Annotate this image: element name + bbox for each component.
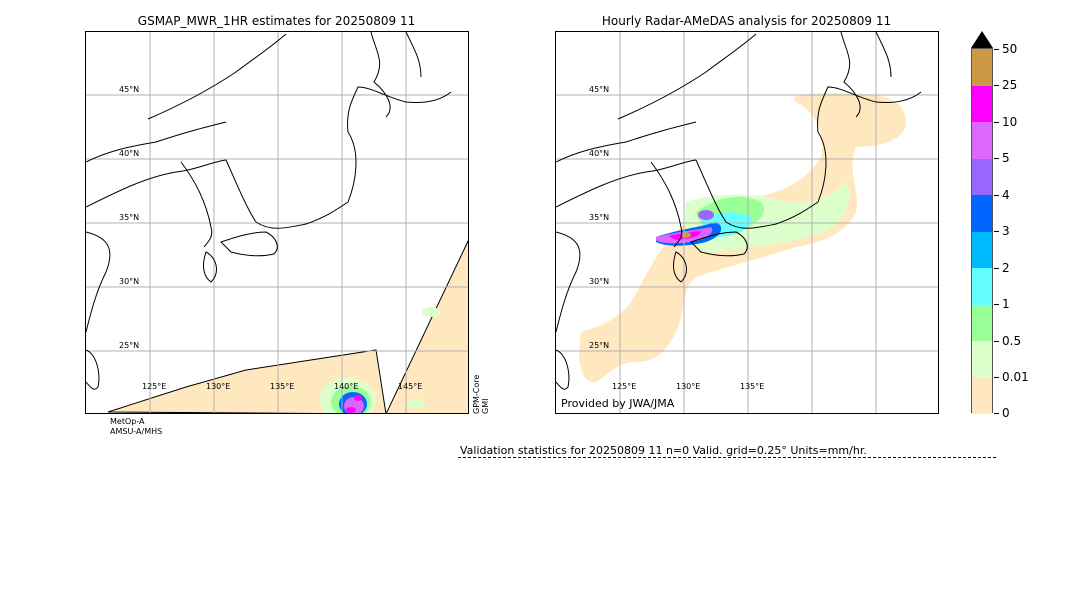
colorbar-tick-5: 5 bbox=[994, 151, 1010, 165]
colorbar-seg-05-1 bbox=[972, 304, 992, 341]
colorbar-extend-arrow bbox=[971, 31, 993, 48]
colorbar-tick-3: 3 bbox=[994, 224, 1010, 238]
right-lat-label-30: 30°N bbox=[589, 277, 610, 286]
left-lat-label-35: 35°N bbox=[119, 213, 140, 222]
colorbar-seg-5-10 bbox=[972, 122, 992, 159]
right-lat-label-40: 40°N bbox=[589, 149, 610, 158]
left-lon-label-140: 140°E bbox=[334, 382, 359, 391]
right-map-title: Hourly Radar-AMeDAS analysis for 2025080… bbox=[601, 14, 892, 28]
right-sensor-label-1: GPM-Core bbox=[472, 374, 481, 414]
left-map-canvas bbox=[86, 32, 468, 413]
colorbar-seg-2-3 bbox=[972, 231, 992, 268]
left-lon-label-145: 145°E bbox=[398, 382, 423, 391]
colorbar bbox=[971, 48, 993, 414]
colorbar-seg-001-05 bbox=[972, 341, 992, 378]
left-map-panel bbox=[85, 31, 469, 414]
validation-divider bbox=[458, 457, 996, 458]
left-lon-label-135: 135°E bbox=[270, 382, 295, 391]
colorbar-tick-0: 0 bbox=[994, 406, 1010, 420]
colorbar-tick-1: 1 bbox=[994, 297, 1010, 311]
colorbar-tick-50: 50 bbox=[994, 42, 1017, 56]
left-sensor-label-1: MetOp-A bbox=[110, 417, 145, 426]
right-lon-label-135: 135°E bbox=[740, 382, 765, 391]
colorbar-seg-4-5 bbox=[972, 158, 992, 195]
colorbar-tick-4: 4 bbox=[994, 188, 1010, 202]
left-sensor-label-2: AMSU-A/MHS bbox=[110, 427, 163, 436]
left-map-title: GSMAP_MWR_1HR estimates for 20250809 11 bbox=[137, 14, 416, 28]
colorbar-seg-0-001 bbox=[972, 377, 992, 414]
left-lat-label-40: 40°N bbox=[119, 149, 140, 158]
right-map-canvas bbox=[556, 32, 938, 413]
colorbar-tick-10: 10 bbox=[994, 115, 1017, 129]
colorbar-seg-10-25 bbox=[972, 85, 992, 122]
colorbar-seg-3-4 bbox=[972, 195, 992, 232]
validation-statistics: Validation statistics for 20250809 11 n=… bbox=[460, 444, 867, 457]
colorbar-tick-25: 25 bbox=[994, 78, 1017, 92]
left-lat-label-25: 25°N bbox=[119, 341, 140, 350]
left-lat-label-45: 45°N bbox=[119, 85, 140, 94]
right-lon-label-125: 125°E bbox=[612, 382, 637, 391]
credit-label: Provided by JWA/JMA bbox=[561, 397, 675, 410]
right-lat-label-45: 45°N bbox=[589, 85, 610, 94]
colorbar-tick-2: 2 bbox=[994, 261, 1010, 275]
right-lat-label-25: 25°N bbox=[589, 341, 610, 350]
right-lat-label-35: 35°N bbox=[589, 213, 610, 222]
left-lon-label-125: 125°E bbox=[142, 382, 167, 391]
right-sensor-label-2: GMI bbox=[481, 398, 490, 414]
colorbar-tick-0.01: 0.01 bbox=[994, 370, 1029, 384]
colorbar-tick-0.5: 0.5 bbox=[994, 334, 1021, 348]
left-lat-label-30: 30°N bbox=[119, 277, 140, 286]
right-map-panel bbox=[555, 31, 939, 414]
right-lon-label-130: 130°E bbox=[676, 382, 701, 391]
left-lon-label-130: 130°E bbox=[206, 382, 231, 391]
colorbar-seg-25-50 bbox=[972, 49, 992, 86]
colorbar-seg-1-2 bbox=[972, 268, 992, 305]
